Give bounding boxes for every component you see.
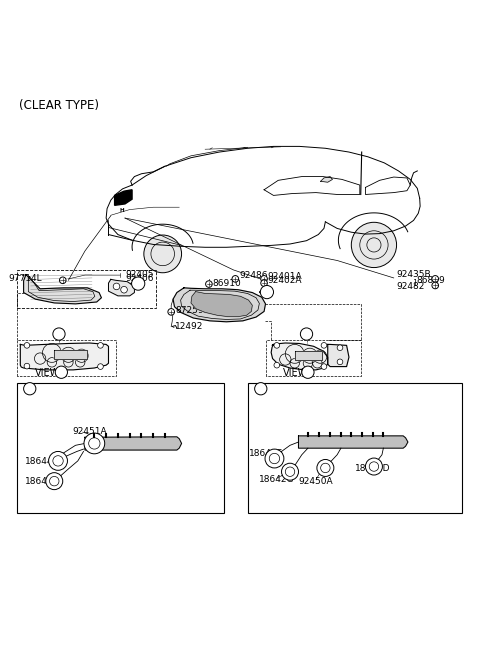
Text: 92401A: 92401A (268, 272, 302, 281)
Text: 87259A: 87259A (175, 306, 210, 315)
Circle shape (53, 328, 65, 340)
Circle shape (261, 280, 267, 287)
Polygon shape (24, 275, 101, 304)
Text: 18642G: 18642G (259, 475, 294, 485)
Text: 86910: 86910 (213, 279, 241, 287)
Polygon shape (271, 343, 328, 370)
Circle shape (232, 276, 239, 282)
Polygon shape (115, 190, 132, 205)
Polygon shape (20, 343, 108, 370)
Polygon shape (191, 292, 252, 317)
Circle shape (24, 343, 30, 348)
Text: 12492: 12492 (175, 323, 204, 332)
Text: 92482: 92482 (396, 282, 425, 291)
Polygon shape (85, 437, 181, 450)
Text: 92486: 92486 (239, 270, 267, 279)
Circle shape (321, 343, 327, 348)
Circle shape (300, 328, 312, 340)
Circle shape (274, 343, 280, 348)
Circle shape (48, 451, 68, 470)
Text: 92406: 92406 (125, 274, 154, 283)
Circle shape (260, 285, 274, 298)
Circle shape (55, 366, 68, 378)
Circle shape (168, 309, 175, 315)
Circle shape (337, 345, 343, 351)
Circle shape (84, 433, 105, 454)
Circle shape (205, 281, 212, 287)
Text: H: H (120, 208, 124, 214)
Circle shape (132, 277, 145, 290)
Circle shape (261, 276, 267, 282)
Polygon shape (54, 350, 87, 358)
Text: 18643P: 18643P (25, 477, 59, 486)
Circle shape (337, 359, 343, 364)
Text: 18644E: 18644E (25, 457, 59, 466)
Circle shape (144, 235, 181, 273)
Circle shape (265, 449, 284, 468)
Circle shape (274, 362, 280, 368)
Circle shape (113, 283, 120, 290)
Circle shape (24, 363, 30, 369)
Text: A: A (135, 279, 141, 288)
Circle shape (97, 364, 103, 370)
Text: a: a (27, 384, 33, 393)
Text: B: B (305, 368, 311, 377)
Circle shape (24, 383, 36, 395)
Polygon shape (108, 279, 134, 296)
Text: 92435B: 92435B (396, 270, 431, 279)
Text: 97714L: 97714L (9, 274, 42, 283)
Circle shape (97, 343, 103, 348)
Circle shape (317, 460, 334, 477)
Text: 18644E: 18644E (249, 449, 283, 458)
Polygon shape (321, 176, 333, 182)
Text: (CLEAR TYPE): (CLEAR TYPE) (19, 99, 99, 112)
Circle shape (255, 383, 267, 395)
Text: 92450A: 92450A (299, 477, 333, 486)
Circle shape (321, 364, 327, 370)
Text: B: B (264, 287, 270, 296)
Text: VIEW: VIEW (36, 368, 60, 377)
Circle shape (432, 276, 439, 282)
Text: b: b (304, 330, 310, 338)
Text: 18643D: 18643D (355, 464, 391, 473)
Circle shape (121, 287, 127, 293)
Circle shape (351, 222, 396, 268)
Circle shape (60, 277, 66, 283)
Polygon shape (299, 436, 408, 448)
Circle shape (302, 366, 314, 378)
Text: b: b (258, 384, 264, 393)
Text: 86839: 86839 (416, 276, 445, 285)
Polygon shape (295, 351, 322, 360)
Circle shape (282, 463, 299, 480)
Text: 92402A: 92402A (268, 276, 302, 285)
Circle shape (365, 458, 383, 475)
Text: VIEW: VIEW (283, 368, 308, 377)
Polygon shape (328, 344, 349, 366)
Polygon shape (259, 289, 265, 295)
Text: a: a (56, 330, 62, 338)
Polygon shape (131, 281, 136, 287)
Text: A: A (58, 368, 64, 377)
Polygon shape (173, 288, 265, 322)
Text: 92405: 92405 (125, 270, 154, 279)
Circle shape (432, 282, 439, 289)
Circle shape (46, 473, 63, 490)
Text: 92451A: 92451A (72, 426, 107, 436)
